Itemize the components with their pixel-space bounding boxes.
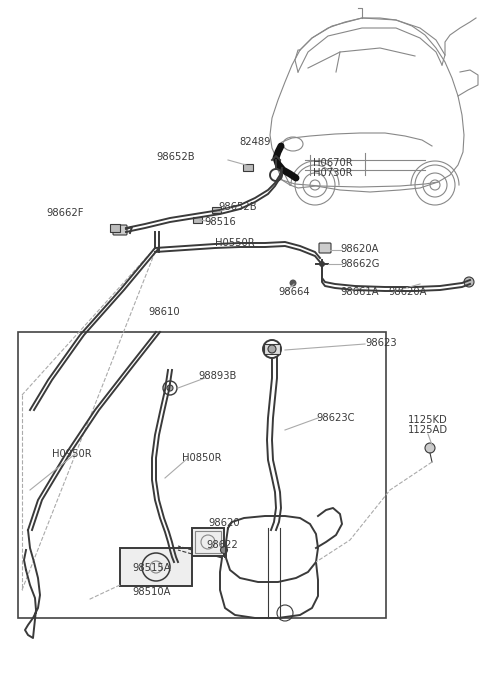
Bar	[264, 344, 280, 354]
Bar	[212, 207, 221, 213]
Bar	[193, 217, 202, 223]
Text: 98661A: 98661A	[340, 287, 379, 297]
FancyBboxPatch shape	[319, 243, 331, 253]
Bar	[192, 528, 224, 556]
Text: 1125KD: 1125KD	[408, 415, 448, 425]
Text: 98623C: 98623C	[316, 413, 355, 423]
Text: H0950R: H0950R	[52, 449, 92, 459]
Text: 98622: 98622	[206, 540, 238, 550]
Text: 1125AD: 1125AD	[408, 425, 448, 435]
Text: H0670R: H0670R	[313, 158, 353, 168]
Text: 98623: 98623	[365, 338, 396, 348]
Text: 98516: 98516	[204, 217, 236, 227]
Bar	[110, 224, 120, 232]
Text: 98664: 98664	[278, 287, 310, 297]
FancyBboxPatch shape	[113, 225, 127, 235]
Text: H0850R: H0850R	[182, 453, 221, 463]
Text: 98510A: 98510A	[132, 587, 170, 597]
Text: 98620A: 98620A	[340, 244, 379, 254]
Text: H0730R: H0730R	[313, 168, 352, 178]
Text: 98610: 98610	[148, 307, 180, 317]
Text: 98662G: 98662G	[340, 259, 380, 269]
Circle shape	[464, 277, 474, 287]
Text: 82489: 82489	[239, 137, 271, 147]
Text: 98652B: 98652B	[218, 202, 257, 212]
Bar	[243, 164, 253, 171]
Text: 98515A: 98515A	[132, 563, 170, 573]
Circle shape	[289, 280, 297, 286]
Text: H0550R: H0550R	[215, 238, 254, 248]
Bar	[18, 332, 386, 618]
Text: 98662F: 98662F	[47, 208, 84, 218]
Circle shape	[319, 261, 325, 267]
Bar	[195, 531, 221, 553]
Text: 98620A: 98620A	[388, 287, 427, 297]
Circle shape	[425, 443, 435, 453]
Text: 98620: 98620	[208, 518, 240, 528]
Bar	[120, 548, 192, 586]
Text: 98652B: 98652B	[156, 152, 195, 162]
Text: 98893B: 98893B	[198, 371, 236, 381]
Circle shape	[268, 345, 276, 353]
Circle shape	[220, 547, 228, 554]
Circle shape	[167, 385, 173, 391]
